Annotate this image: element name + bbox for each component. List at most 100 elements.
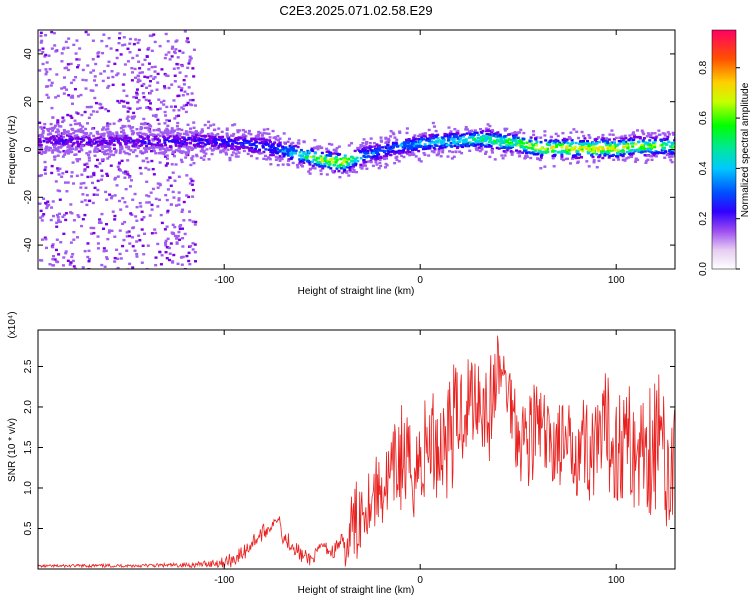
heatmap-cell <box>462 133 466 136</box>
heatmap-cell <box>643 153 647 157</box>
heatmap-cell <box>184 138 188 142</box>
heatmap-cell <box>103 265 107 268</box>
heatmap-cell <box>60 145 64 148</box>
heatmap-cell <box>406 146 410 149</box>
heatmap-cell <box>209 124 213 127</box>
heatmap-cell <box>159 263 163 266</box>
heatmap-cell <box>87 156 91 159</box>
heatmap-cell <box>260 140 264 144</box>
heatmap-cell <box>163 110 167 114</box>
heatmap-cell <box>313 152 317 155</box>
heatmap-cell <box>270 148 274 152</box>
heatmap-cell <box>108 193 112 196</box>
heatmap-cell <box>165 154 169 157</box>
heatmap-cell <box>313 167 317 170</box>
heatmap-cell <box>102 141 106 144</box>
snr-multiplier: (x10⁴) <box>7 311 18 338</box>
heatmap-cell <box>413 142 417 146</box>
heatmap-cell <box>104 141 108 145</box>
heatmap-cell <box>61 172 65 175</box>
heatmap-cell <box>543 165 547 168</box>
heatmap-cell <box>64 218 68 222</box>
heatmap-cell <box>40 127 44 131</box>
heatmap-cell <box>271 153 275 157</box>
heatmap-cell <box>404 151 408 154</box>
heatmap-cell <box>157 152 161 155</box>
heatmap-cell <box>612 138 616 141</box>
heatmap-cell <box>359 144 363 147</box>
heatmap-cell <box>437 148 441 151</box>
heatmap-cell <box>512 134 516 137</box>
heatmap-cell <box>179 141 183 144</box>
heatmap-cell <box>65 88 69 91</box>
heatmap-cell <box>536 152 540 156</box>
heatmap-cell <box>210 140 214 144</box>
heatmap-cell <box>223 144 227 147</box>
heatmap-cell <box>650 151 654 154</box>
heatmap-cell <box>171 223 175 227</box>
heatmap-cell <box>490 147 494 151</box>
heatmap-cell <box>152 33 156 36</box>
heatmap-cell <box>154 197 158 201</box>
heatmap-cell <box>368 141 372 145</box>
heatmap-cell <box>172 154 176 158</box>
heatmap-cell <box>188 55 192 58</box>
heatmap-cell <box>64 138 68 142</box>
heatmap-cell <box>45 206 49 210</box>
heatmap-cell <box>127 124 131 128</box>
heatmap-cell <box>362 162 366 166</box>
heatmap-cell <box>250 137 254 140</box>
heatmap-cell <box>89 226 93 230</box>
heatmap-cell <box>673 154 675 157</box>
heatmap-cell <box>664 150 668 153</box>
heatmap-cell <box>137 98 141 102</box>
heatmap-cell <box>624 136 628 140</box>
heatmap-cell <box>364 156 368 159</box>
heatmap-cell <box>84 87 88 90</box>
heatmap-cell <box>186 147 190 151</box>
heatmap-cell <box>550 146 554 150</box>
heatmap-cell <box>68 139 72 142</box>
heatmap-cell <box>177 147 181 150</box>
heatmap-cell <box>167 140 171 143</box>
heatmap-cell <box>439 155 443 158</box>
heatmap-cell <box>156 182 160 185</box>
heatmap-cell <box>468 136 472 139</box>
heatmap-cell <box>52 155 56 158</box>
heatmap-cell <box>110 195 114 198</box>
heatmap-cell <box>281 152 285 155</box>
heatmap-cell <box>267 157 271 160</box>
heatmap-cell <box>85 193 89 197</box>
heatmap-cell <box>143 126 147 130</box>
heatmap-cell <box>89 89 93 92</box>
heatmap-cell <box>64 250 68 253</box>
heatmap-cell <box>115 131 119 134</box>
heatmap-cell <box>45 137 49 140</box>
heatmap-cell <box>80 148 84 152</box>
heatmap-cell <box>300 165 304 168</box>
heatmap-cell <box>165 138 169 142</box>
heatmap-cell <box>217 145 221 149</box>
heatmap-cell <box>631 145 635 148</box>
heatmap-cell <box>457 140 461 144</box>
heatmap-cell <box>491 151 495 154</box>
heatmap-cell <box>77 137 81 140</box>
heatmap-cell <box>44 246 48 250</box>
heatmap-cell <box>347 174 351 177</box>
heatmap-cell <box>473 130 477 134</box>
heatmap-cell <box>650 132 654 135</box>
heatmap-cell <box>620 137 624 140</box>
heatmap-cell <box>669 158 673 162</box>
heatmap-cell <box>587 146 591 150</box>
heatmap-cell <box>178 144 182 147</box>
heatmap-cell <box>538 157 542 161</box>
heatmap-cell <box>58 189 62 193</box>
heatmap-cell <box>202 145 206 148</box>
heatmap-cell <box>448 136 452 139</box>
heatmap-cell <box>298 158 302 161</box>
heatmap-cell <box>276 143 280 147</box>
heatmap-cell <box>79 182 83 185</box>
heatmap-cell <box>121 222 125 226</box>
heatmap-cell <box>637 146 641 150</box>
heatmap-cell <box>184 153 188 156</box>
